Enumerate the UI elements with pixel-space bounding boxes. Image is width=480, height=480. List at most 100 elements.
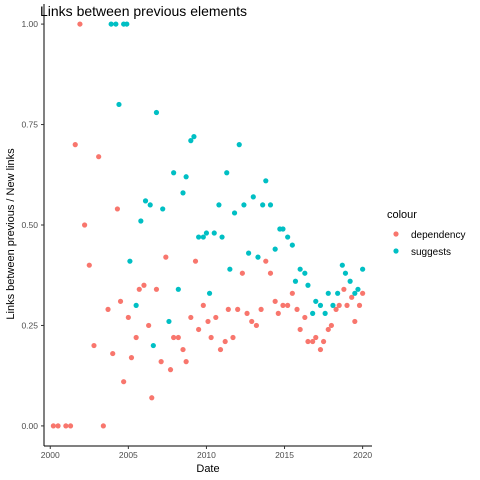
- point-dependency: [356, 302, 363, 308]
- point-suggests: [310, 310, 316, 316]
- point-suggests: [200, 234, 206, 240]
- point-dependency: [188, 314, 194, 321]
- point-suggests: [147, 202, 153, 208]
- point-dependency: [141, 282, 147, 288]
- y-tick-label: 1.00: [21, 19, 38, 29]
- x-tick-label: 2010: [197, 450, 216, 460]
- point-dependency: [313, 334, 319, 341]
- legend-key-dependency: [393, 231, 399, 237]
- point-dependency: [297, 326, 303, 333]
- legend-item-dependency: dependency: [393, 230, 466, 241]
- point-dependency: [333, 306, 339, 312]
- point-suggests: [360, 266, 366, 272]
- point-dependency: [121, 379, 127, 385]
- point-suggests: [347, 278, 353, 284]
- point-dependency: [175, 334, 181, 341]
- point-dependency: [317, 346, 324, 353]
- point-suggests: [108, 21, 114, 27]
- point-dependency: [225, 306, 231, 312]
- legend-title: colour: [387, 209, 417, 221]
- point-dependency: [86, 262, 92, 268]
- point-dependency: [183, 359, 189, 365]
- point-dependency: [82, 222, 88, 228]
- point-dependency: [128, 355, 135, 361]
- legend-label-suggests: suggests: [411, 247, 451, 258]
- point-dependency: [267, 270, 274, 276]
- point-suggests: [116, 101, 122, 108]
- point-suggests: [246, 250, 252, 256]
- y-tick-label: 0.50: [21, 220, 38, 230]
- point-dependency: [253, 322, 260, 329]
- point-dependency: [305, 338, 311, 345]
- point-suggests: [175, 286, 181, 292]
- point-suggests: [339, 262, 345, 268]
- point-suggests: [153, 109, 160, 116]
- point-dependency: [91, 342, 97, 349]
- point-suggests: [138, 218, 144, 224]
- x-tick-label: 2005: [119, 450, 138, 460]
- point-dependency: [320, 338, 327, 345]
- point-dependency: [125, 314, 131, 321]
- point-dependency: [310, 338, 316, 345]
- point-dependency: [180, 346, 186, 353]
- point-dependency: [63, 423, 69, 429]
- point-suggests: [355, 286, 361, 292]
- point-suggests: [352, 290, 358, 296]
- point-suggests: [302, 270, 308, 276]
- point-suggests: [255, 254, 261, 260]
- y-tick-label: 0.25: [21, 320, 38, 330]
- point-dependency: [205, 318, 211, 325]
- point-dependency: [50, 423, 56, 429]
- point-suggests: [166, 318, 172, 325]
- point-suggests: [127, 258, 133, 264]
- point-dependency: [289, 290, 295, 296]
- point-dependency: [192, 258, 199, 264]
- point-dependency: [249, 318, 255, 325]
- point-dependency: [285, 302, 291, 308]
- point-suggests: [150, 342, 156, 349]
- point-suggests: [250, 194, 256, 200]
- point-suggests: [313, 298, 319, 304]
- point-dependency: [133, 334, 139, 341]
- point-suggests: [289, 242, 295, 248]
- legend-key-suggests: [393, 248, 399, 254]
- point-dependency: [110, 350, 116, 357]
- point-suggests: [142, 198, 149, 204]
- point-suggests: [227, 266, 233, 272]
- point-dependency: [235, 306, 241, 312]
- point-suggests: [342, 270, 349, 276]
- point-suggests: [272, 246, 278, 252]
- point-dependency: [167, 367, 174, 373]
- point-suggests: [211, 230, 217, 236]
- data-points: [50, 21, 366, 429]
- x-tick-label: 2020: [353, 450, 372, 460]
- point-dependency: [153, 286, 160, 292]
- point-dependency: [336, 302, 342, 308]
- point-dependency: [239, 270, 245, 276]
- point-suggests: [113, 21, 119, 27]
- point-suggests: [171, 170, 177, 176]
- point-dependency: [149, 395, 155, 401]
- point-dependency: [328, 322, 334, 329]
- point-suggests: [236, 142, 242, 148]
- point-dependency: [55, 423, 61, 429]
- point-dependency: [96, 154, 102, 160]
- point-suggests: [160, 206, 166, 212]
- point-suggests: [260, 202, 266, 208]
- x-tick-label: 2000: [41, 450, 60, 460]
- point-dependency: [208, 334, 214, 341]
- point-suggests: [241, 202, 247, 208]
- point-suggests: [219, 234, 225, 240]
- point-suggests: [322, 310, 328, 316]
- point-suggests: [267, 202, 274, 208]
- point-suggests: [285, 234, 291, 240]
- plot-area: 0.00 0.25 0.50 0.75 1.00 2000 2005 2010 2015 202…: [21, 4, 372, 460]
- point-suggests: [206, 290, 213, 296]
- legend-item-suggests: suggests: [393, 247, 451, 258]
- x-ticks: 2000 2005 2010 2015 2020: [41, 446, 372, 460]
- point-dependency: [158, 359, 164, 365]
- point-suggests: [305, 282, 311, 288]
- point-suggests: [188, 138, 194, 144]
- point-dependency: [105, 306, 111, 312]
- point-dependency: [100, 423, 106, 429]
